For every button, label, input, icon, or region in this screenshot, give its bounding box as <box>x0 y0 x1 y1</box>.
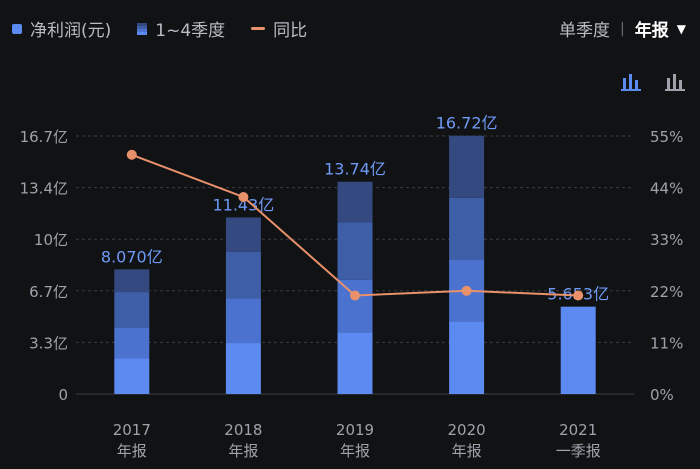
yoy-swatch <box>251 27 266 30</box>
bar-segment <box>337 222 373 280</box>
y-axis-left-tick: 13.4亿 <box>20 180 68 198</box>
y-axis-left-tick: 0 <box>58 386 68 404</box>
period-selector: 单季度 | 年报 ▼ <box>559 16 686 42</box>
y-axis-right-tick: 0% <box>650 386 674 404</box>
y-axis-right-tick: 33% <box>650 231 683 249</box>
x-axis-period-label: 年报 <box>452 442 482 460</box>
bar-segment <box>225 343 261 394</box>
bar-segment <box>449 321 485 394</box>
yoy-point <box>350 290 360 301</box>
bar-segment <box>225 298 261 344</box>
legend-net-profit-label: 净利润(元) <box>30 21 112 41</box>
y-axis-right-tick: 44% <box>650 180 683 198</box>
x-axis-period-label: 年报 <box>340 442 370 460</box>
y-axis-left-tick: 6.7亿 <box>29 283 68 301</box>
x-axis-year-label: 2021 <box>559 421 597 439</box>
bar-segment <box>337 181 373 223</box>
quarterly-option[interactable]: 单季度 <box>559 21 611 41</box>
bar-segment <box>225 251 261 299</box>
x-axis-year-label: 2018 <box>224 421 262 439</box>
bar-value-label: 8.070亿 <box>101 247 163 266</box>
net-profit-swatch <box>12 23 22 34</box>
bar-value-label: 16.72亿 <box>436 114 498 133</box>
x-axis-year-label: 2019 <box>336 421 374 439</box>
bar-segment <box>449 197 485 260</box>
legend: 净利润(元) 1~4季度 同比 <box>12 16 333 41</box>
legend-yoy-label: 同比 <box>273 21 308 41</box>
y-axis-right-tick: 55% <box>650 128 683 146</box>
x-axis-period-label: 一季报 <box>556 442 601 460</box>
x-axis-period-label: 年报 <box>117 442 147 460</box>
bar-segment <box>337 279 373 333</box>
bar-segment <box>560 306 596 394</box>
chart-type-toggle <box>598 72 686 92</box>
bar-chart-icon[interactable] <box>664 72 686 92</box>
legend-quarters-label: 1~4季度 <box>155 21 226 41</box>
yoy-point <box>126 149 137 160</box>
bar-value-label: 13.74亿 <box>324 160 386 179</box>
y-axis-right-tick: 11% <box>650 334 683 352</box>
y-axis-right-tick: 22% <box>650 283 683 301</box>
y-axis-left-tick: 3.3亿 <box>29 334 68 352</box>
yoy-point <box>461 285 472 296</box>
x-axis-period-label: 年报 <box>228 442 258 460</box>
bar-segment <box>114 327 150 359</box>
chevron-down-icon[interactable]: ▼ <box>676 21 686 36</box>
quarters-swatch <box>137 22 148 35</box>
x-axis-year-label: 2020 <box>448 421 486 439</box>
yoy-point <box>573 290 584 301</box>
x-axis-year-label: 2017 <box>113 421 151 439</box>
bar-segment <box>114 269 150 293</box>
legend-yoy[interactable]: 同比 <box>251 16 307 41</box>
yoy-point <box>238 191 249 202</box>
bar-segment <box>449 135 485 198</box>
legend-quarters[interactable]: 1~4季度 <box>137 16 225 41</box>
bar-segment <box>114 292 150 328</box>
y-axis-left-tick: 16.7亿 <box>20 128 68 146</box>
period-separator: | <box>620 20 625 37</box>
legend-net-profit[interactable]: 净利润(元) <box>12 16 111 41</box>
annual-option[interactable]: 年报 <box>634 21 669 41</box>
bar-segment <box>114 358 150 394</box>
y-axis-left-tick: 10亿 <box>34 231 68 249</box>
bar-segment <box>225 217 261 252</box>
stacked-bar-chart-icon[interactable] <box>620 72 642 92</box>
bar-segment <box>337 332 373 394</box>
